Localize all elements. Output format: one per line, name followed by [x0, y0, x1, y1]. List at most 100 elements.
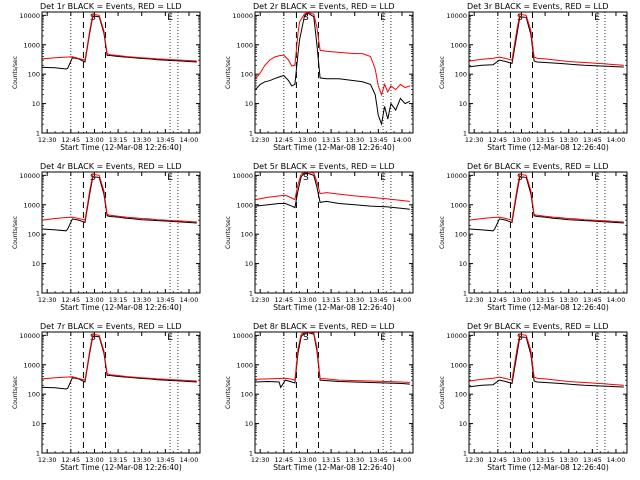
end-marker: E: [380, 173, 386, 183]
x-tick-label: 13:45: [156, 456, 175, 464]
chart-panel-6: Det 6r BLACK = Events, RED = LLD 1 10 100 10…: [439, 162, 628, 312]
panel-title: Det 4r BLACK = Events, RED = LLD: [40, 162, 182, 171]
y-tick-label: 1000: [23, 361, 40, 369]
panel-title: Det 1r BLACK = Events, RED = LLD: [40, 2, 182, 11]
x-tick-label: 14:00: [607, 136, 626, 144]
y-tick-label: 1: [36, 450, 40, 458]
events-series-line: [469, 336, 624, 388]
y-tick-label: 1: [463, 130, 467, 138]
x-tick-label: 12:30: [465, 456, 484, 464]
y-tick-label: 1: [463, 450, 467, 458]
x-axis-label: Start Time (12-Mar-08 12:26:40): [487, 143, 609, 152]
axes-frame: [41, 11, 201, 134]
x-tick-label: 12:45: [61, 136, 80, 144]
panel-title: Det 8r BLACK = Events, RED = LLD: [253, 322, 395, 331]
x-tick-label: 13:15: [322, 296, 341, 304]
axes-frame: [41, 171, 201, 294]
x-tick-label: 13:15: [109, 456, 128, 464]
x-axis-label: Start Time (12-Mar-08 12:26:40): [60, 463, 182, 472]
x-axis-label: Start Time (12-Mar-08 12:26:40): [273, 463, 395, 472]
axes-frame: [41, 331, 201, 454]
panel-title: Det 9r BLACK = Events, RED = LLD: [467, 322, 609, 331]
y-axis-label: Counts/sec: [12, 376, 19, 409]
x-tick-label: 13:30: [132, 136, 151, 144]
y-tick-label: 100: [455, 231, 467, 239]
x-tick-label: 13:45: [369, 136, 388, 144]
x-tick-label: 12:45: [61, 296, 80, 304]
y-tick-label: 1000: [23, 201, 40, 209]
events-series-line: [469, 16, 624, 68]
y-tick-label: 1: [249, 290, 253, 298]
x-tick-label: 14:00: [180, 136, 199, 144]
end-marker: E: [594, 13, 600, 23]
x-tick-label: 13:15: [322, 136, 341, 144]
events-series-line: [255, 172, 410, 210]
x-tick-label: 14:00: [393, 296, 412, 304]
x-tick-label: 13:15: [109, 296, 128, 304]
y-axis-label: Counts/sec: [439, 376, 446, 409]
x-tick-label: 12:30: [251, 296, 270, 304]
y-tick-label: 1000: [450, 361, 467, 369]
y-tick-label: 10000: [19, 172, 40, 180]
x-tick-label: 13:00: [512, 136, 531, 144]
x-tick-label: 13:00: [298, 456, 317, 464]
events-series-line: [255, 12, 411, 127]
end-marker: E: [167, 13, 173, 23]
x-tick-label: 13:30: [345, 296, 364, 304]
y-tick-label: 1: [249, 130, 253, 138]
lld-series-line: [469, 333, 624, 386]
y-tick-label: 100: [28, 391, 40, 399]
events-series-line: [42, 15, 197, 70]
x-tick-label: 13:15: [322, 456, 341, 464]
y-axis-label: Counts/sec: [439, 216, 446, 249]
lld-series-line: [255, 172, 410, 202]
x-tick-label: 12:30: [251, 136, 270, 144]
start-marker: S: [303, 173, 309, 183]
x-tick-label: 13:00: [298, 296, 317, 304]
y-tick-label: 10000: [19, 332, 40, 340]
x-tick-label: 13:30: [559, 296, 578, 304]
x-tick-label: 13:45: [156, 296, 175, 304]
y-tick-label: 1000: [236, 201, 253, 209]
y-tick-label: 10: [245, 420, 253, 428]
y-tick-label: 100: [455, 391, 467, 399]
x-tick-label: 13:30: [559, 456, 578, 464]
chart-panel-8: Det 8r BLACK = Events, RED = LLD 1 10 100 10…: [225, 322, 414, 472]
y-axis-label: Counts/sec: [439, 56, 446, 89]
x-tick-label: 13:30: [345, 136, 364, 144]
y-tick-label: 100: [241, 231, 253, 239]
x-tick-label: 12:30: [38, 456, 57, 464]
end-marker: E: [594, 173, 600, 183]
panel-title: Det 6r BLACK = Events, RED = LLD: [467, 162, 609, 171]
x-axis-label: Start Time (12-Mar-08 12:26:40): [487, 303, 609, 312]
x-tick-label: 13:00: [85, 296, 104, 304]
lld-series-line: [42, 13, 197, 62]
x-tick-label: 13:15: [536, 136, 555, 144]
x-axis-label: Start Time (12-Mar-08 12:26:40): [273, 143, 395, 152]
y-tick-label: 1: [36, 130, 40, 138]
y-tick-label: 100: [28, 231, 40, 239]
x-tick-label: 13:15: [536, 296, 555, 304]
lld-series-line: [255, 332, 410, 383]
x-axis-label: Start Time (12-Mar-08 12:26:40): [60, 143, 182, 152]
x-tick-label: 12:30: [465, 136, 484, 144]
end-marker: E: [380, 333, 386, 343]
x-tick-label: 13:45: [369, 296, 388, 304]
chart-panel-7: Det 7r BLACK = Events, RED = LLD 1 10 100 10…: [12, 322, 201, 472]
y-tick-label: 1000: [236, 41, 253, 49]
x-tick-label: 13:00: [512, 456, 531, 464]
x-tick-label: 12:45: [488, 456, 507, 464]
y-tick-label: 1000: [450, 201, 467, 209]
x-tick-label: 14:00: [180, 456, 199, 464]
x-tick-label: 13:45: [583, 296, 602, 304]
x-tick-label: 13:30: [132, 296, 151, 304]
lld-series-line: [469, 173, 624, 223]
x-tick-label: 12:45: [61, 456, 80, 464]
y-tick-label: 10000: [232, 172, 253, 180]
y-tick-label: 10: [245, 260, 253, 268]
y-tick-label: 100: [455, 71, 467, 79]
chart-panel-1: Det 1r BLACK = Events, RED = LLD 1 10 100 10…: [12, 2, 201, 152]
y-tick-label: 10000: [19, 12, 40, 20]
y-tick-label: 100: [28, 71, 40, 79]
